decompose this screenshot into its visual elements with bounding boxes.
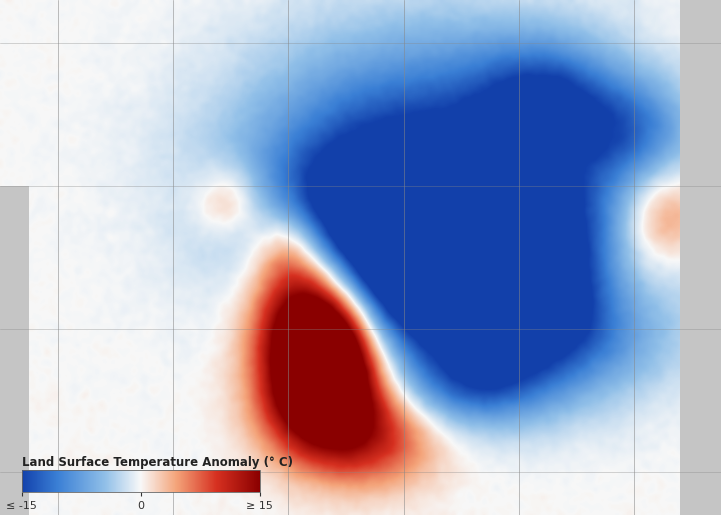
Text: Land Surface Temperature Anomaly (° C): Land Surface Temperature Anomaly (° C) (22, 456, 293, 469)
